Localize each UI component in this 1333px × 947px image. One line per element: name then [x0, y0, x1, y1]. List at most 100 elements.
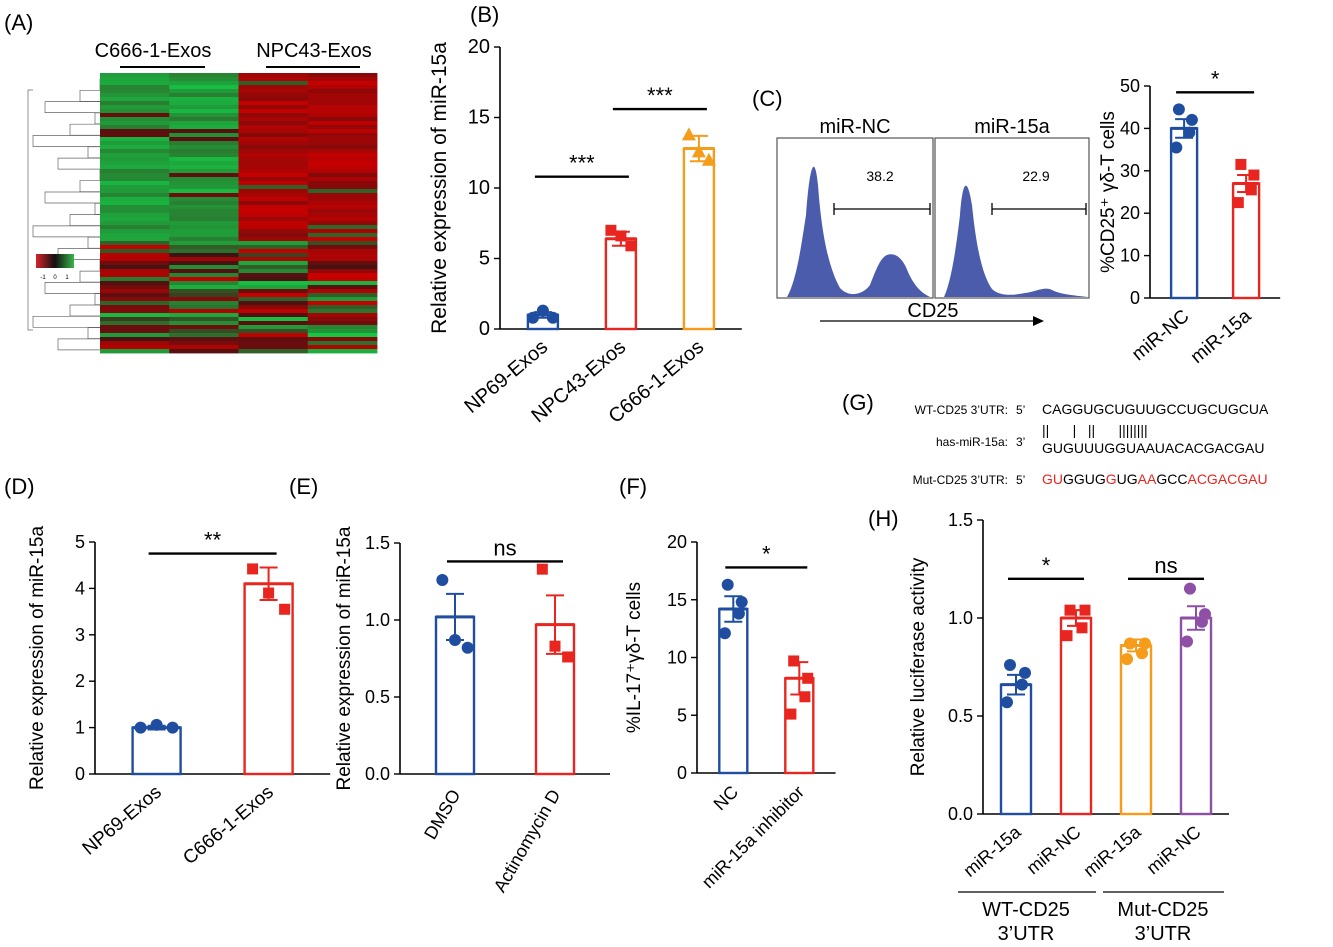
heatmap-cell [169, 237, 239, 242]
heatmap-cell [307, 97, 378, 102]
panel-label-d: (D) [4, 474, 35, 499]
heatmap-cell [307, 93, 378, 98]
heatmap-cell [169, 105, 239, 110]
heatmap-cell [307, 105, 378, 110]
wt-end: 5’ [1016, 403, 1025, 417]
data-point [546, 311, 559, 324]
mut-sequence-segment: GU [1042, 471, 1063, 487]
mut-sequence-segment: UG [1117, 471, 1138, 487]
y-tick-label: 0.0 [948, 804, 973, 824]
heatmap-cell [100, 301, 170, 306]
data-point [1172, 103, 1185, 116]
pairing-marks: || | || |||||||| [1042, 422, 1148, 438]
heatmap-cell [238, 225, 309, 230]
heatmap-cell [307, 129, 378, 134]
heatmap-cell [100, 257, 170, 262]
heatmap-cell [307, 85, 378, 90]
data-point [1181, 635, 1193, 648]
data-point [562, 651, 574, 663]
flow-plot-nc-frame [776, 137, 934, 299]
chart-h: (H) 0.0 0.5 1.0 1.5 Relative luciferase activ… [868, 506, 1229, 881]
data-point [263, 587, 275, 599]
data-point [1124, 637, 1136, 650]
heatmap-cell [100, 309, 170, 314]
significance-label: * [1042, 553, 1051, 578]
heatmap-cell [100, 261, 170, 266]
heatmap-cell [307, 285, 378, 290]
flow-title-15a: miR-15a [974, 116, 1050, 138]
heatmap-cell [238, 321, 309, 326]
mir-sequence: GUGUUUGGUAAUACACGACGAU [1042, 440, 1264, 456]
y-tick-label: 0.5 [365, 687, 390, 707]
heatmap-cell [307, 125, 378, 130]
heatmap-cell [238, 237, 309, 242]
heatmap-legend-tick: -1 [40, 275, 46, 281]
heatmap-cell [307, 201, 378, 206]
y-tick-label: 15 [468, 107, 490, 129]
heatmap-cell [169, 77, 239, 82]
heatmap-cell [307, 145, 378, 150]
heatmap-cell [238, 349, 309, 354]
category-label: miR-NC [1023, 822, 1085, 878]
heatmap-cell [307, 141, 378, 146]
heatmap-cell [100, 81, 170, 86]
dendrogram-branch [32, 135, 100, 147]
dendrogram-branch [94, 202, 100, 215]
heatmap-cell [169, 265, 239, 270]
heatmap-cell [100, 121, 170, 126]
data-point [1184, 582, 1196, 595]
data-point [1019, 666, 1031, 679]
category-label: NP69-Exos [79, 782, 166, 860]
heatmap-cell [307, 217, 378, 222]
data-point [1001, 696, 1013, 709]
heatmap-cell [307, 149, 378, 154]
category-label: miR-15a [1080, 821, 1146, 881]
heatmap-cell [169, 173, 239, 178]
heatmap-cell [307, 277, 378, 282]
heatmap-cell [169, 345, 239, 350]
heatmap-cell [238, 249, 309, 254]
bar [1169, 127, 1199, 300]
y-tick-label: 0 [75, 764, 85, 784]
data-point [1136, 647, 1148, 660]
heatmap-cell [307, 185, 378, 190]
heatmap-cell [100, 277, 170, 282]
heatmap-cell [307, 197, 378, 202]
heatmap-cell [169, 81, 239, 86]
dendrogram-branch [94, 293, 100, 306]
y-tick-label: 30 [1120, 161, 1140, 181]
heatmap-cell [169, 269, 239, 274]
heatmap-cell [169, 197, 239, 202]
heatmap-cell [169, 85, 239, 90]
heatmap-cell [238, 229, 309, 234]
heatmap-cell [307, 349, 378, 354]
heatmap-cell [100, 349, 170, 354]
heatmap-cell [307, 313, 378, 318]
heatmap-cell [238, 169, 309, 174]
data-point [449, 634, 461, 647]
heatmap-cell [169, 289, 239, 294]
heatmap-cell [238, 261, 309, 266]
data-point [526, 311, 539, 324]
data-point [1061, 630, 1073, 642]
heatmap-cell [307, 345, 378, 350]
y-axis-label: Relative expression of miR-15a [334, 526, 355, 790]
heatmap-cell [169, 325, 239, 330]
heatmap-cell [100, 293, 170, 298]
heatmap-cell [238, 177, 309, 182]
heatmap-cell [238, 153, 309, 158]
significance-label: ns [1154, 553, 1177, 578]
heatmap-cell [100, 237, 170, 242]
panel-label-g: (G) [842, 390, 874, 415]
heatmap-cell [307, 269, 378, 274]
chart-d: (D) 0 1 2 3 4 5 Relative expression of miR-15a N… [4, 474, 331, 869]
heatmap-cell [238, 345, 309, 350]
heatmap-cell [238, 265, 309, 270]
chart-c: 0 10 20 30 40 50%CD25⁺ γδ-T cells miR-NCmiR-15… [1098, 66, 1281, 368]
dendrogram-branch [69, 304, 100, 317]
heatmap-cell [100, 345, 170, 350]
heatmap-legend-tick: 0 [53, 275, 57, 281]
data-point [718, 627, 731, 640]
heatmap-cell [307, 293, 378, 298]
